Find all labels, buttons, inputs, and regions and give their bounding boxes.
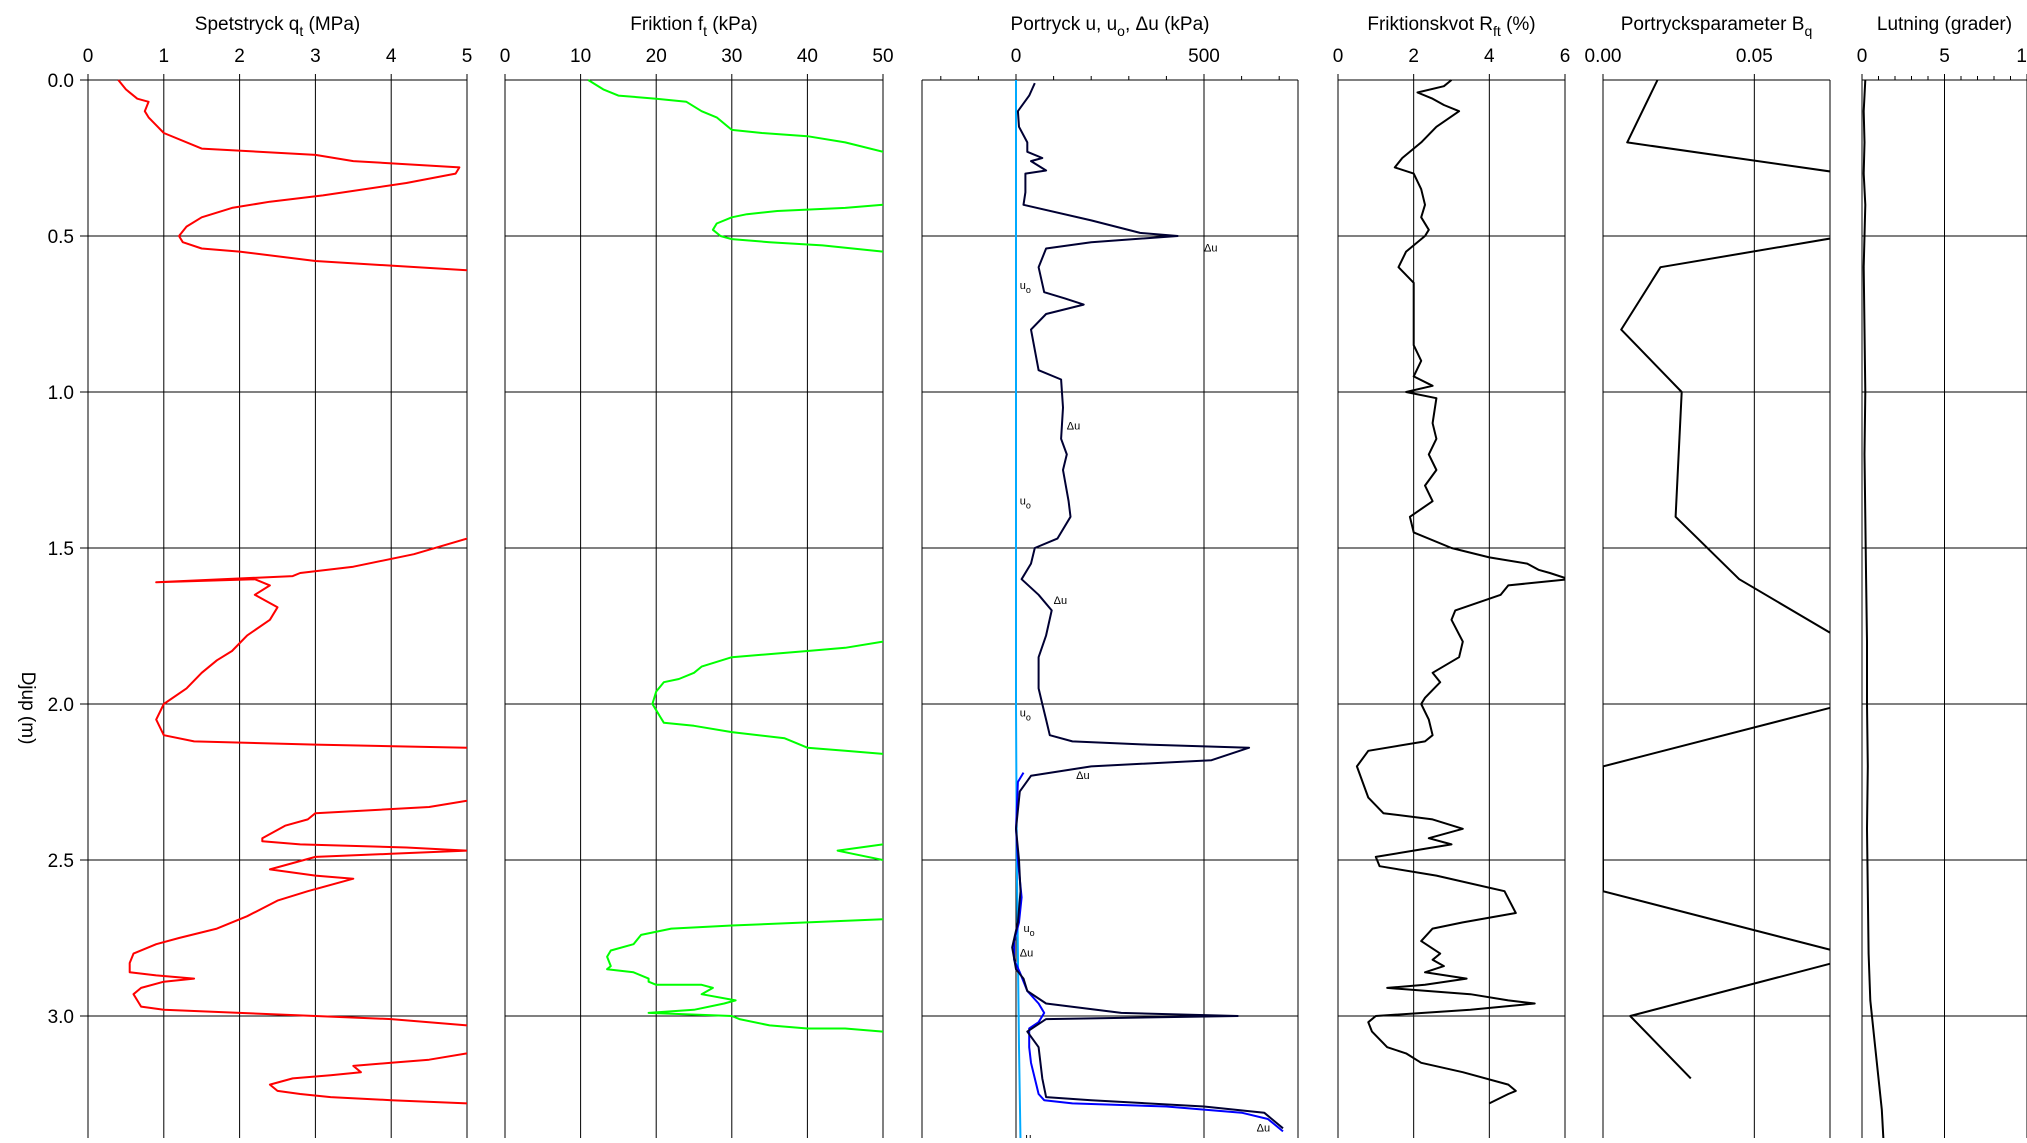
series-annotation: uo [1020,280,1031,295]
series-line-2 [1013,772,1284,1133]
series-annotation: uo [1024,923,1035,938]
y-tick-label: 2.5 [48,851,74,872]
series-line-3 [1011,82,1284,1130]
depth-axis: 0.0 0.5 1.0 1.5 2.0 2.5 3.0 Djup (m) [17,71,88,1028]
y-tick-label: 1.0 [48,383,74,404]
y-tick-label: 1.5 [48,539,74,560]
x-tick-label: 40 [797,46,818,67]
y-tick-label: 0.0 [48,71,74,92]
x-tick-label: 3 [310,46,321,67]
series-annotation: Δu [1020,948,1033,960]
series-annotation: Δu [1067,420,1080,432]
x-tick-label: 0 [83,46,94,67]
x-tick-label: 0 [1333,46,1344,67]
x-tick-label: 10 [570,46,591,67]
series-annotation: Δu [1076,770,1089,782]
series-line-1 [1015,80,1022,1138]
panel-title: Friktion ft (kPa) [630,14,757,39]
panel-4: 0 2 4 6 Friktionskvot Rft (%) [1333,14,1571,1138]
series-annotation: Δu [1054,595,1067,607]
series-annotation: Δu [1257,1122,1270,1134]
panel-title: Friktionskvot Rft (%) [1367,14,1535,39]
y-axis-label: Djup (m) [17,672,38,745]
x-tick-label: 5 [1939,46,1950,67]
panel-5: 0.00 0.05 Portrycksparameter Bq [1585,14,1831,1138]
series-line-1 [1355,79,1565,1105]
panel-6: 0 5 10Lutning (grader) [1857,14,2027,1138]
x-tick-label: 20 [646,46,667,67]
series-line-1 [1862,79,1885,1138]
y-tick-label: 3.0 [48,1007,74,1028]
panel-1: 0 1 2 3 4 5 Spetstryck qt (MPa) [83,14,473,1138]
x-tick-label: 0.00 [1585,46,1622,67]
series-line-1 [117,79,467,1105]
y-tick-label: 0.5 [48,227,74,248]
series-line-1 [587,79,883,1033]
x-tick-label: 0 [1857,46,1868,67]
x-tick-label: 0.05 [1736,46,1773,67]
x-tick-label: 2 [234,46,245,67]
x-tick-label: 4 [386,46,397,67]
series-annotation: uo [1025,1132,1036,1138]
x-tick-label: 10 [2016,46,2027,67]
x-tick-label: 500 [1188,46,1220,67]
panel-title: Portryck u, uo, Δu (kPa) [1011,14,1210,39]
x-tick-label: 30 [721,46,742,67]
x-tick-label: 1 [159,46,170,67]
y-tick-label: 2.0 [48,695,74,716]
x-tick-label: 50 [872,46,893,67]
x-tick-label: 0 [1011,46,1022,67]
panel-title: Lutning (grader) [1877,14,2012,35]
x-tick-label: 0 [500,46,511,67]
x-tick-label: 4 [1484,46,1495,67]
x-tick-label: 6 [1560,46,1571,67]
series-annotation: uo [1020,707,1031,722]
series-line-1 [1603,79,1830,1080]
panel-title: Spetstryck qt (MPa) [195,14,360,39]
x-tick-label: 2 [1408,46,1419,67]
panel-3: 0 500 Portryck u, uo, Δu (kPa) Δu uo Δu uo Δu uo… [921,14,1299,1143]
x-tick-label: 5 [462,46,473,67]
panel-title: Portrycksparameter Bq [1621,14,1813,39]
series-annotation: uo [1020,495,1031,510]
series-annotation: Δu [1204,243,1217,255]
panel-2: 0 10 20 30 40 50 Friktion ft (kPa) [500,14,894,1138]
